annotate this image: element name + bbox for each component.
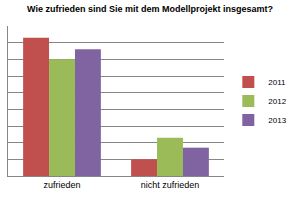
svg-text:zufrieden: zufrieden [43, 180, 80, 190]
svg-text:2012: 2012 [268, 97, 286, 106]
svg-text:2013: 2013 [268, 116, 286, 125]
svg-text:nicht zufrieden: nicht zufrieden [141, 180, 200, 190]
svg-text:2011: 2011 [268, 78, 286, 87]
svg-text:Wie zufrieden sind Sie mit dem: Wie zufrieden sind Sie mit dem Modellpro… [27, 4, 273, 14]
